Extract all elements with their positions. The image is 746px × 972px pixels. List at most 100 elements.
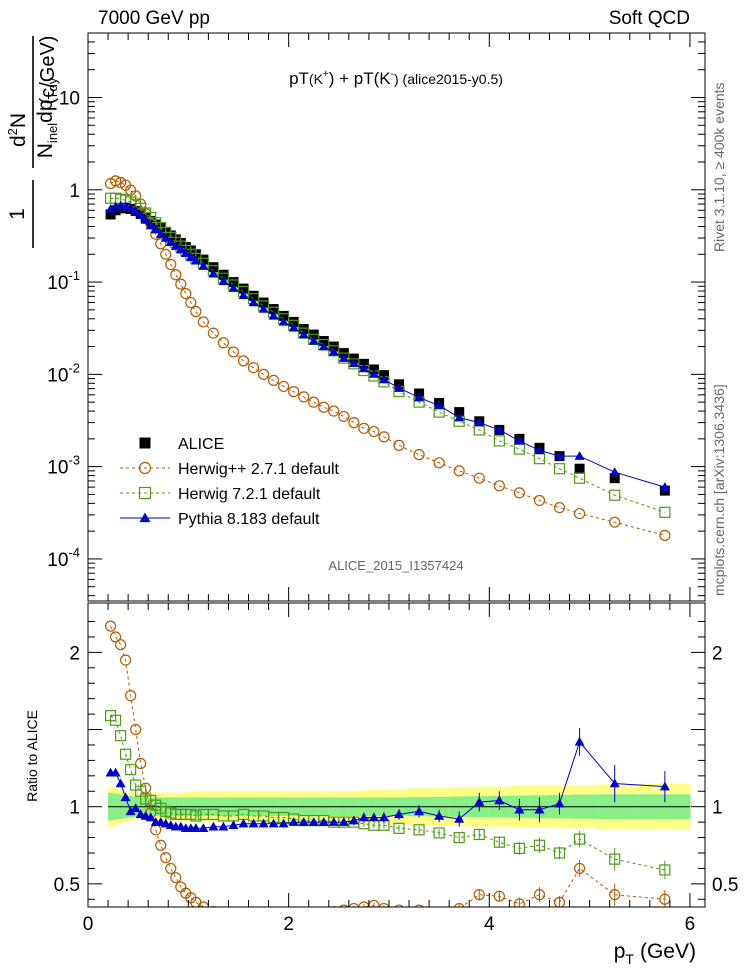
ratio-point-herwig-7-2-1-default — [393, 822, 405, 834]
point-alice — [288, 316, 299, 327]
ratio-point-herwig-2-7-1-default — [197, 901, 209, 907]
point-herwig-2-7-1-default — [328, 405, 340, 417]
point-pythia-8-183-default — [140, 215, 151, 224]
ratio-point-herwig-7-2-1-default — [553, 847, 566, 859]
title-end: ) (alice2015-y0.5) — [394, 71, 503, 87]
point-pythia-8-183-default — [494, 424, 505, 434]
title-mid: ) + pT(K — [329, 69, 392, 88]
point-herwig-2-7-1-default — [609, 516, 621, 528]
ratio-point-herwig-2-7-1-default — [358, 901, 370, 907]
point-pythia-8-183-default — [130, 205, 141, 215]
ratio-point-herwig-2-7-1-default — [659, 893, 671, 905]
point-herwig-2-7-1-default — [217, 337, 230, 349]
point-herwig-7-2-1-default — [609, 489, 621, 501]
ratio-point-herwig-2-7-1-default — [309, 910, 319, 920]
ratio-point-herwig-2-7-1-default — [218, 910, 228, 920]
point-pythia-8-183-default — [434, 400, 445, 410]
y-tick-label-ratio-right: 1 — [712, 798, 723, 819]
ratio-point-pythia-8-183-default — [534, 804, 545, 814]
ratio-point-herwig-7-2-1-default — [473, 828, 485, 841]
point-pythia-8-183-default — [105, 203, 116, 213]
watermark: ALICE_2015_I1357424 — [328, 558, 463, 573]
x-tick-label: 0 — [83, 914, 94, 935]
point-herwig-2-7-1-default — [247, 362, 260, 374]
y-tick-label-base: 10 — [47, 273, 68, 294]
ratio-point-pythia-8-183-default — [474, 797, 485, 806]
ratio-point-pythia-8-183-default — [130, 803, 141, 812]
xlabel-sub: T — [625, 951, 634, 967]
ratio-point-herwig-2-7-1-default — [170, 872, 182, 884]
ratio-point-herwig-2-7-1-default — [473, 889, 485, 901]
y-tick-label-main: 1 — [69, 181, 80, 202]
y-tick-label-ratio-left: 0.5 — [54, 875, 80, 896]
legend-marker-herwig-7-2-1-default — [138, 486, 152, 500]
ratio-point-herwig-7-2-1-default — [120, 748, 132, 760]
ratio-point-herwig-2-7-1-default — [249, 914, 259, 924]
point-pythia-8-183-default — [228, 283, 239, 292]
ratio-point-pythia-8-183-default — [574, 736, 585, 746]
y-tick-label-main: 10-3 — [47, 453, 80, 479]
x-tick-label: 4 — [484, 914, 495, 935]
ratio-point-herwig-2-7-1-default — [513, 898, 525, 907]
point-herwig-2-7-1-default — [170, 269, 182, 281]
point-pythia-8-183-default — [165, 237, 176, 247]
main-series — [104, 175, 671, 541]
ratio-point-pythia-8-183-default — [308, 817, 319, 826]
point-herwig-2-7-1-default — [165, 258, 177, 271]
point-pythia-8-183-default — [198, 261, 209, 270]
point-alice — [454, 407, 465, 418]
ratio-point-herwig-2-7-1-default — [109, 631, 122, 643]
ratio-point-herwig-2-7-1-default — [104, 620, 117, 632]
header-left: 7000 GeV pp — [98, 8, 210, 29]
ratio-point-herwig-7-2-1-default — [109, 714, 122, 726]
point-herwig-2-7-1-default — [318, 401, 330, 413]
point-herwig-2-7-1-default — [257, 368, 270, 380]
point-pythia-8-183-default — [248, 297, 259, 307]
ratio-point-herwig-2-7-1-default — [210, 906, 217, 907]
ylabel-one: 1 — [6, 208, 29, 220]
legend-label-herwig-2-7-1-default: Herwig++ 2.7.1 default — [178, 461, 340, 478]
point-alice — [609, 473, 620, 484]
ratio-ylabel: Ratio to ALICE — [24, 710, 40, 802]
point-pythia-8-183-default — [534, 445, 545, 455]
ratio-point-pythia-8-183-default — [115, 778, 126, 788]
point-pythia-8-183-default — [358, 363, 369, 373]
point-herwig-2-7-1-default — [308, 396, 320, 408]
ratio-point-herwig-7-2-1-default — [237, 808, 250, 821]
ratio-y-tick-labels-right: 0.5 1 2 — [712, 643, 738, 895]
point-pythia-8-183-default — [155, 229, 166, 238]
ratio-point-herwig-7-2-1-default — [227, 810, 240, 822]
point-pythia-8-183-default — [378, 374, 389, 384]
ratio-point-herwig-7-2-1-default — [453, 831, 465, 844]
point-pythia-8-183-default — [208, 268, 219, 278]
point-herwig-2-7-1-default — [368, 425, 380, 438]
point-pythia-8-183-default — [125, 203, 136, 213]
point-herwig-2-7-1-default — [393, 439, 405, 451]
point-pythia-8-183-default — [185, 252, 196, 262]
y-tick-label-exp: -2 — [68, 360, 80, 375]
point-herwig-2-7-1-default — [553, 501, 566, 514]
ratio-point-herwig-7-2-1-default — [207, 808, 220, 821]
ratio-point-pythia-8-183-default — [338, 817, 349, 826]
point-pythia-8-183-default — [318, 341, 329, 351]
ratio-point-herwig-2-7-1-default — [319, 908, 329, 918]
point-alice — [328, 341, 339, 352]
point-pythia-8-183-default — [170, 241, 181, 250]
point-alice — [574, 463, 585, 474]
point-herwig-2-7-1-default — [338, 410, 350, 423]
ratio-point-pythia-8-183-default — [368, 812, 379, 822]
point-alice — [298, 324, 309, 335]
ratio-point-herwig-2-7-1-default — [573, 862, 586, 875]
ratio-point-herwig-7-2-1-default — [659, 864, 671, 876]
ratio-point-pythia-8-183-default — [218, 821, 229, 831]
ratio-point-herwig-2-7-1-default — [339, 904, 349, 907]
ratio-point-herwig-2-7-1-default — [348, 902, 360, 907]
point-herwig-7-2-1-default — [473, 424, 485, 436]
point-herwig-2-7-1-default — [378, 431, 390, 443]
point-pythia-8-183-default — [659, 482, 670, 491]
point-herwig-7-2-1-default — [328, 345, 340, 357]
y-tick-label-base: 1 — [69, 181, 80, 202]
point-herwig-7-2-1-default — [493, 435, 505, 447]
ratio-point-pythia-8-183-default — [434, 810, 445, 820]
